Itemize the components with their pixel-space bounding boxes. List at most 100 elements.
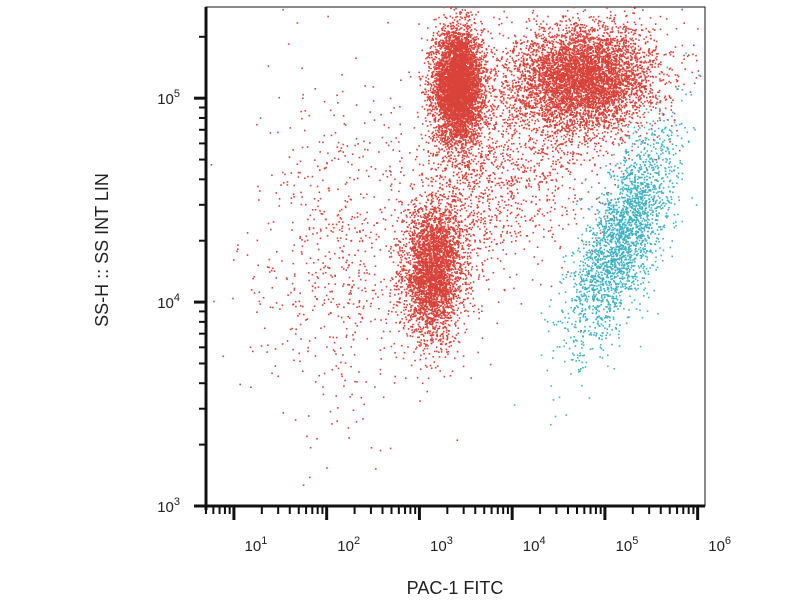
data-point bbox=[449, 86, 451, 88]
data-point bbox=[468, 108, 470, 111]
data-point bbox=[438, 127, 440, 130]
data-point bbox=[476, 86, 479, 88]
data-point bbox=[455, 129, 458, 132]
data-point bbox=[474, 56, 476, 58]
data-point bbox=[438, 110, 441, 113]
data-point bbox=[445, 36, 448, 39]
data-point bbox=[443, 93, 445, 96]
data-point bbox=[450, 108, 453, 110]
data-point bbox=[426, 74, 429, 77]
data-point bbox=[453, 101, 456, 104]
data-point bbox=[431, 76, 434, 78]
data-point bbox=[467, 12, 470, 14]
data-point bbox=[465, 140, 467, 143]
data-point bbox=[441, 100, 443, 102]
data-point bbox=[445, 115, 448, 118]
data-point bbox=[458, 98, 461, 101]
data-point bbox=[467, 76, 470, 78]
data-point bbox=[446, 89, 449, 92]
data-point bbox=[468, 65, 471, 68]
data-point bbox=[451, 57, 454, 60]
data-point bbox=[444, 30, 446, 32]
data-point bbox=[432, 58, 435, 60]
data-point bbox=[434, 121, 437, 123]
data-point bbox=[467, 95, 469, 97]
data-point bbox=[455, 74, 458, 77]
data-point bbox=[459, 127, 461, 129]
data-point bbox=[462, 117, 465, 120]
data-point bbox=[440, 62, 443, 64]
data-point bbox=[454, 72, 456, 75]
data-point bbox=[455, 128, 458, 130]
data-point bbox=[453, 124, 456, 127]
data-point bbox=[434, 102, 437, 104]
data-point bbox=[465, 64, 467, 67]
data-point bbox=[481, 117, 484, 119]
data-point bbox=[433, 127, 435, 129]
data-point bbox=[466, 46, 469, 49]
data-point bbox=[478, 135, 481, 137]
population-1 bbox=[408, 6, 503, 207]
data-point bbox=[461, 120, 464, 123]
data-point bbox=[476, 100, 478, 103]
data-point bbox=[475, 132, 477, 134]
data-point bbox=[472, 108, 474, 110]
data-point bbox=[460, 107, 463, 109]
data-point bbox=[470, 34, 472, 37]
data-point bbox=[469, 19, 471, 21]
data-point bbox=[440, 42, 443, 44]
data-point bbox=[463, 129, 465, 131]
data-point bbox=[437, 41, 440, 44]
data-point bbox=[430, 123, 432, 126]
data-point bbox=[437, 63, 440, 65]
data-point bbox=[450, 51, 453, 53]
data-point bbox=[444, 100, 446, 103]
data-point bbox=[451, 52, 454, 55]
data-point bbox=[455, 29, 458, 32]
data-point bbox=[442, 54, 444, 56]
data-point bbox=[458, 47, 461, 49]
data-point bbox=[467, 82, 470, 84]
data-point bbox=[454, 51, 456, 53]
data-point bbox=[463, 105, 466, 107]
data-point bbox=[445, 111, 447, 113]
data-point bbox=[420, 133, 423, 136]
data-point bbox=[452, 33, 455, 35]
data-point bbox=[468, 83, 471, 86]
data-point bbox=[436, 134, 438, 136]
data-point bbox=[438, 65, 441, 67]
data-point bbox=[462, 69, 465, 71]
data-point bbox=[466, 142, 468, 144]
data-point bbox=[437, 51, 440, 54]
data-point bbox=[447, 122, 449, 124]
data-point bbox=[472, 129, 475, 132]
data-point bbox=[435, 63, 437, 66]
data-point bbox=[468, 87, 470, 89]
data-point bbox=[462, 61, 465, 64]
data-point bbox=[462, 106, 465, 109]
data-point bbox=[457, 78, 459, 80]
data-point bbox=[458, 37, 460, 40]
data-point bbox=[476, 58, 478, 60]
data-point bbox=[432, 75, 434, 78]
data-point bbox=[496, 75, 499, 77]
data-point bbox=[435, 68, 438, 70]
data-point bbox=[441, 46, 443, 49]
data-point bbox=[490, 105, 493, 108]
data-point bbox=[457, 98, 459, 100]
data-point bbox=[459, 82, 462, 84]
data-point bbox=[445, 35, 448, 38]
data-point bbox=[463, 44, 466, 47]
data-point bbox=[465, 113, 468, 115]
data-point bbox=[454, 83, 456, 85]
data-point bbox=[432, 87, 435, 90]
data-point bbox=[444, 91, 447, 94]
data-points bbox=[205, 6, 702, 486]
data-point bbox=[445, 39, 447, 42]
data-point bbox=[480, 94, 483, 97]
data-point bbox=[485, 95, 487, 98]
data-point bbox=[437, 50, 440, 52]
data-point bbox=[452, 57, 455, 60]
data-point bbox=[443, 83, 446, 86]
data-point bbox=[438, 52, 441, 55]
